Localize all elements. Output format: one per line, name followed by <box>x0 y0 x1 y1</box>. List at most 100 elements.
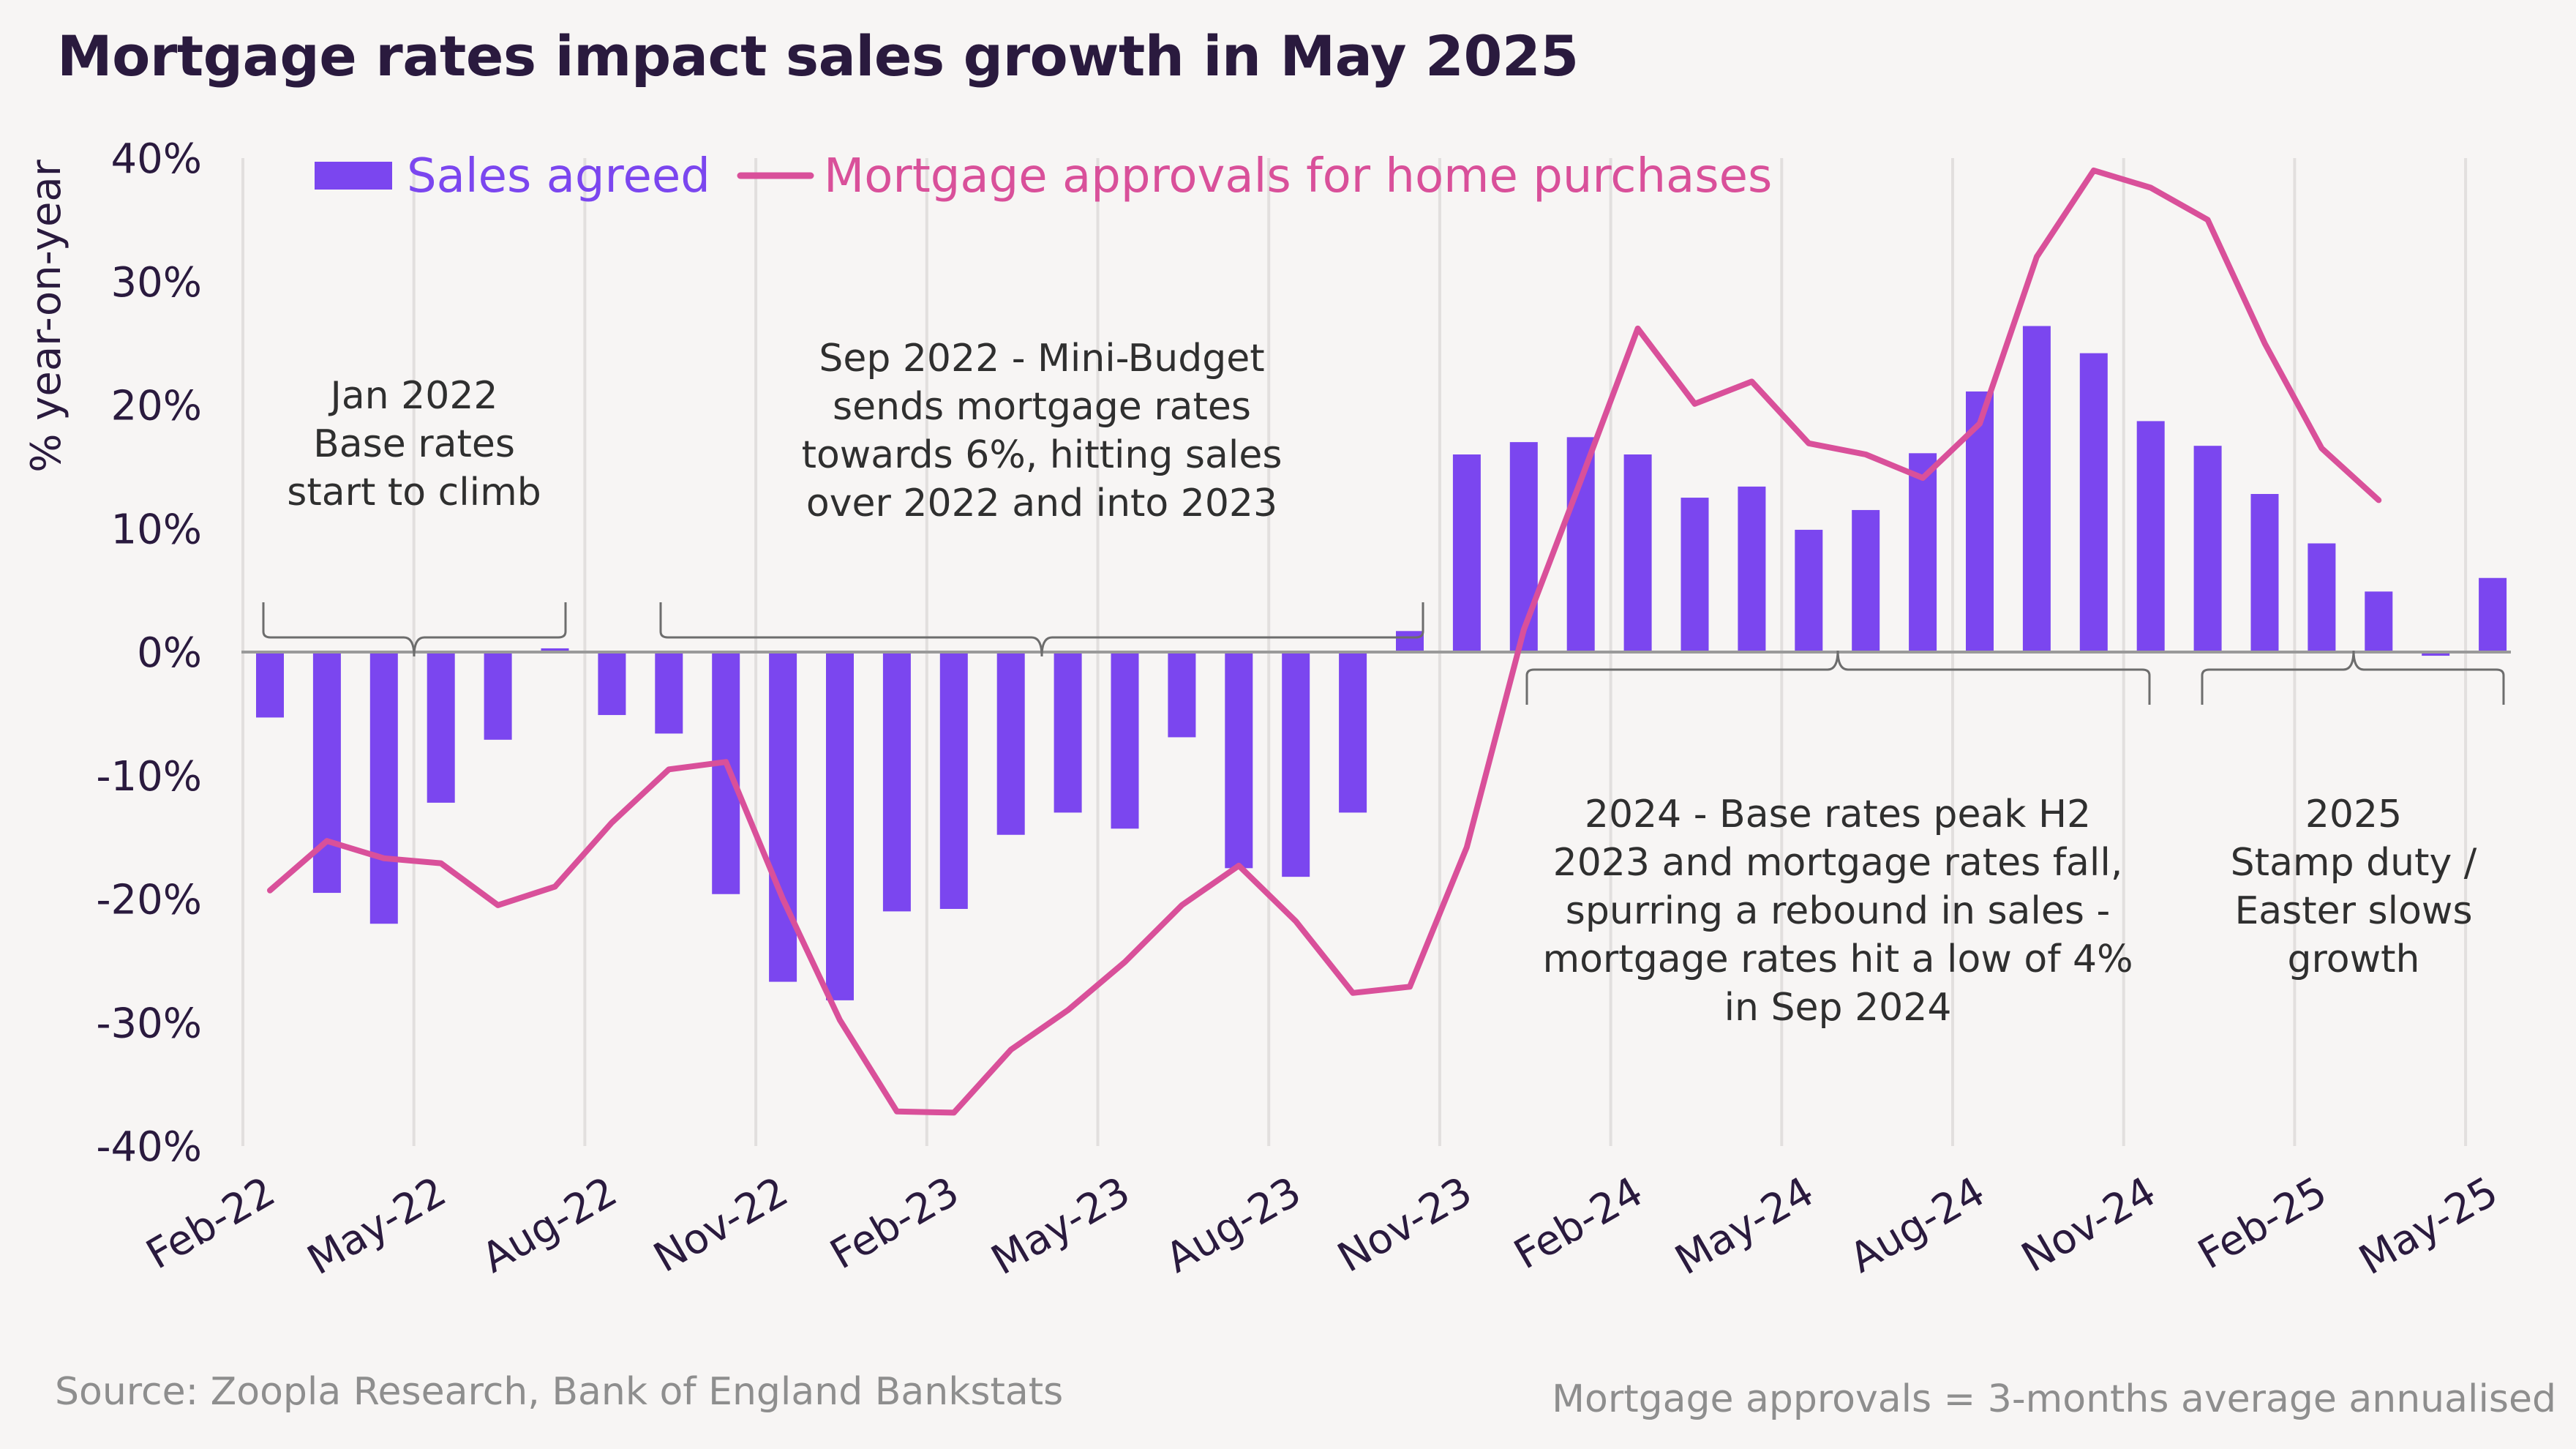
bar-Apr-22 <box>369 652 398 924</box>
x-tick-label: Nov-24 <box>2014 1168 2164 1282</box>
bar-Apr-23 <box>1054 652 1082 813</box>
bar-Dec-23 <box>1509 442 1538 652</box>
x-tick-label: May-22 <box>300 1168 454 1284</box>
x-tick-label: May-25 <box>2351 1168 2506 1284</box>
bar-Oct-23 <box>1396 631 1424 652</box>
bar-Jun-24 <box>1852 509 1880 652</box>
bar-Apr-25 <box>2422 652 2450 656</box>
legend-label-mortgage: Mortgage approvals for home purchases <box>824 149 1772 203</box>
x-tick-label: Feb-25 <box>2190 1168 2335 1279</box>
mortgage-line <box>267 167 2382 1116</box>
bar-Jan-25 <box>2250 494 2279 652</box>
annotation-line: towards 6%, hitting sales <box>802 433 1283 477</box>
x-tick-label: Feb-22 <box>138 1168 283 1279</box>
bar-Aug-23 <box>1282 652 1310 877</box>
y-tick-label: -30% <box>96 1000 202 1047</box>
x-tick-label: Aug-23 <box>1158 1168 1309 1283</box>
y-tick-label: 10% <box>111 506 202 553</box>
bar-Feb-23 <box>939 652 968 909</box>
annotation-line: growth <box>2288 937 2420 981</box>
annotation-bracket <box>262 602 567 657</box>
legend-swatch-sales <box>315 162 392 190</box>
annotation-line: 2024 - Base rates peak H2 <box>1585 793 2091 836</box>
annotation-text: 2025 Stamp duty / Easter slows growth <box>2231 793 2477 981</box>
bar-Feb-24 <box>1623 454 1652 652</box>
bar-Sep-23 <box>1339 652 1367 813</box>
annotation-line: Base rates <box>313 422 515 466</box>
bar-series <box>256 326 2507 1000</box>
bar-May-24 <box>1795 529 1823 652</box>
source-note: Source: Zoopla Research, Bank of England… <box>55 1370 1064 1414</box>
annotation-text: Jan 2022 Base rates start to climb <box>287 374 541 514</box>
bar-Jul-22 <box>541 648 569 652</box>
bar-Jun-22 <box>484 652 512 740</box>
annotation-line: spurring a rebound in sales - <box>1566 889 2110 933</box>
bar-Feb-25 <box>2307 543 2336 652</box>
bar-Mar-25 <box>2365 591 2393 652</box>
bar-Oct-24 <box>2079 353 2108 652</box>
y-tick-label: 40% <box>111 135 202 183</box>
y-tick-label: -40% <box>96 1123 202 1171</box>
y-tick-label: 0% <box>137 629 202 677</box>
bar-Mar-23 <box>996 652 1025 835</box>
bar-Sep-24 <box>2022 326 2051 652</box>
bar-Feb-22 <box>256 652 284 718</box>
line-series <box>267 167 2382 1116</box>
annotation-text: Sep 2022 - Mini-Budget sends mortgage rat… <box>802 337 1283 525</box>
method-note: Mortgage approvals = 3-months average an… <box>1552 1377 2556 1421</box>
annotation-bracket <box>659 602 1424 657</box>
bar-Jan-23 <box>882 652 911 912</box>
annotation-line: Easter slows <box>2234 889 2472 933</box>
bar-Jul-24 <box>1909 453 1937 652</box>
chart-title: Mortgage rates impact sales growth in Ma… <box>57 23 1579 89</box>
bar-Nov-24 <box>2136 421 2165 652</box>
bar-Jun-23 <box>1168 652 1196 738</box>
bar-Mar-22 <box>312 652 341 894</box>
annotation-line: 2023 and mortgage rates fall, <box>1553 841 2123 885</box>
bar-Dec-22 <box>826 652 854 1000</box>
legend-label-sales: Sales agreed <box>407 149 710 203</box>
bar-Jul-23 <box>1225 652 1253 869</box>
annotation-line: sends mortgage rates <box>833 385 1251 429</box>
annotation-bracket <box>2201 650 2505 705</box>
bar-May-22 <box>427 652 455 803</box>
bar-Mar-24 <box>1681 498 1709 652</box>
bar-May-25 <box>2479 577 2507 652</box>
x-tick-label: Aug-24 <box>1842 1168 1993 1283</box>
bar-Jan-24 <box>1566 437 1595 652</box>
bar-Aug-22 <box>598 652 626 716</box>
annotation-bracket <box>1525 650 2151 705</box>
x-tick-label: Aug-22 <box>474 1168 625 1283</box>
annotation-line: Sep 2022 - Mini-Budget <box>819 337 1264 381</box>
bar-Apr-24 <box>1738 486 1766 652</box>
y-tick-label: -20% <box>96 877 202 924</box>
x-tick-label: Feb-24 <box>1506 1168 1651 1279</box>
bar-Nov-23 <box>1452 454 1481 652</box>
x-tick-label: Feb-23 <box>822 1168 967 1279</box>
x-tick-label: May-24 <box>1667 1168 1822 1284</box>
bar-Dec-24 <box>2193 446 2222 652</box>
bar-May-23 <box>1111 652 1139 829</box>
annotation-line: 2025 <box>2305 793 2402 836</box>
bar-Nov-22 <box>769 652 797 982</box>
annotation-line: Stamp duty / <box>2231 841 2477 885</box>
annotation-line: over 2022 and into 2023 <box>806 482 1277 525</box>
annotations: Jan 2022 Base rates start to climb Sep 2022… <box>262 337 2505 1030</box>
x-tick-label: Nov-23 <box>1330 1168 1480 1282</box>
annotation-line: mortgage rates hit a low of 4% <box>1542 937 2133 981</box>
annotation-text: 2024 - Base rates peak H2 2023 and mortga… <box>1542 793 2133 1030</box>
bar-Oct-22 <box>712 652 740 894</box>
annotation-line: start to climb <box>287 471 541 514</box>
bar-Sep-22 <box>655 652 683 734</box>
y-tick-label: 30% <box>111 259 202 307</box>
annotation-line: in Sep 2024 <box>1724 986 1952 1030</box>
y-tick-label: -10% <box>96 753 202 801</box>
y-axis-label: % year-on-year <box>23 159 70 472</box>
x-tick-label: Nov-22 <box>646 1168 796 1282</box>
legend: Sales agreed Mortgage approvals for home … <box>315 149 1772 203</box>
y-tick-label: 20% <box>111 383 202 430</box>
x-tick-label: May-23 <box>983 1168 1138 1284</box>
annotation-line: Jan 2022 <box>328 374 497 418</box>
